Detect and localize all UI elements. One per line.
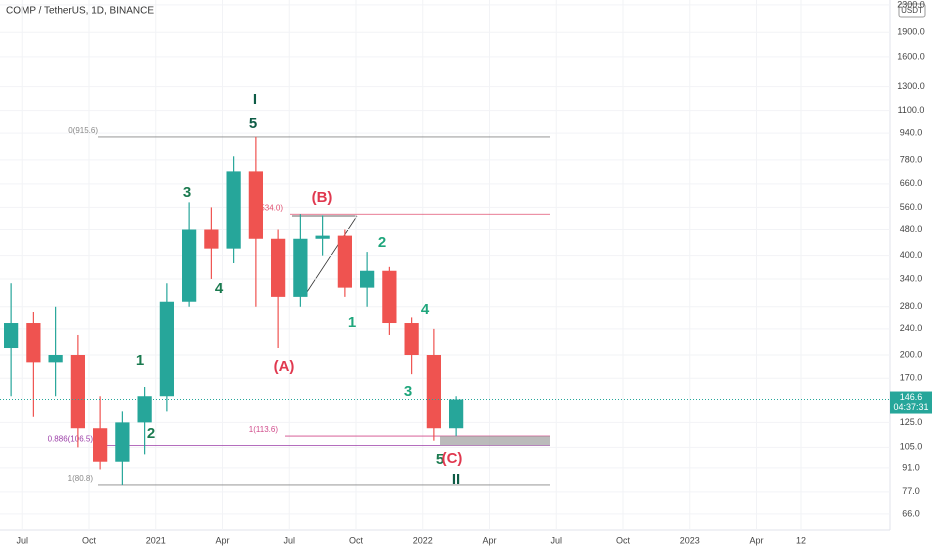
chart-title: COMP / TetherUS, 1D, BINANCE <box>6 6 154 17</box>
level-label: 1(80.8) <box>68 474 94 483</box>
candle-body <box>48 355 63 363</box>
y-tick-label: 77.0 <box>902 486 920 496</box>
currency-box <box>898 3 926 18</box>
candle-body <box>293 238 308 297</box>
candle-body <box>382 270 397 324</box>
x-tick-label: 12 <box>796 535 806 545</box>
candle-body <box>271 238 286 297</box>
level-label: 0.886(106.5) <box>48 434 94 443</box>
candle-body <box>315 235 330 239</box>
y-tick-label: 940.0 <box>900 128 923 138</box>
y-tick-label: 1900.0 <box>897 27 925 37</box>
last-price-box <box>890 391 932 414</box>
y-tick-label: 1100.0 <box>898 105 925 115</box>
wave-label: 3 <box>404 383 412 400</box>
wave-label: (B) <box>312 189 333 206</box>
y-tick-label: 66.0 <box>902 508 920 518</box>
candle-body <box>204 229 219 249</box>
candle-body <box>248 171 263 239</box>
wave-label: 5 <box>249 115 257 132</box>
currency: USDT <box>901 6 923 15</box>
candle-body <box>137 396 152 423</box>
y-tick-label: 660.0 <box>900 178 923 188</box>
x-tick-label: 2022 <box>413 535 433 545</box>
x-tick-label: Jul <box>550 535 562 545</box>
candle-body <box>159 301 174 397</box>
candle-body <box>182 229 197 302</box>
x-tick-label: Oct <box>82 535 97 545</box>
candle-body <box>4 323 19 349</box>
countdown: 04:37:31 <box>893 402 928 412</box>
candle-body <box>115 422 130 462</box>
candle-body <box>404 323 419 356</box>
candle-body <box>360 270 375 288</box>
target-zone <box>440 436 550 446</box>
y-tick-label: 1300.0 <box>897 81 925 91</box>
y-tick-label: 400.0 <box>900 250 923 260</box>
x-tick-label: 2023 <box>680 535 700 545</box>
wave-label: 4 <box>421 301 430 318</box>
y-tick-label: 91.0 <box>902 462 920 472</box>
x-tick-label: Apr <box>482 535 496 545</box>
candle-body <box>426 355 441 429</box>
y-tick-label: 480.0 <box>900 224 923 234</box>
y-tick-label: 560.0 <box>900 202 923 212</box>
candle-body <box>70 355 85 429</box>
wave-label: (C) <box>442 450 463 467</box>
y-tick-label: 780.0 <box>900 154 923 164</box>
x-tick-label: Apr <box>749 535 763 545</box>
y-tick-label: 105.0 <box>900 442 923 452</box>
x-tick-label: 2021 <box>146 535 166 545</box>
level-label: 0(915.6) <box>68 126 98 135</box>
candle-body <box>449 399 464 429</box>
wave-label: 2 <box>378 234 386 251</box>
last-price: 146.6 <box>900 392 923 402</box>
y-tick-label: 200.0 <box>900 349 923 359</box>
wave-label: 2 <box>147 425 155 442</box>
wave-label: 4 <box>215 280 224 297</box>
x-tick-label: Jul <box>16 535 28 545</box>
y-tick-label: 2300.0 <box>897 0 925 9</box>
x-tick-label: Jul <box>283 535 295 545</box>
wave-label: 1 <box>136 352 144 369</box>
wave-label: 1 <box>348 314 356 331</box>
wave-label: 5 <box>436 451 444 468</box>
candle-body <box>226 171 241 249</box>
x-tick-label: Apr <box>215 535 229 545</box>
wave-label: I <box>253 91 257 108</box>
wave-label: II <box>452 471 460 488</box>
candle-body <box>26 323 41 363</box>
x-tick-label: Oct <box>616 535 631 545</box>
y-tick-label: 280.0 <box>900 301 923 311</box>
level-label: 1(113.6) <box>249 425 279 434</box>
y-tick-label: 1600.0 <box>897 51 925 61</box>
y-tick-label: 340.0 <box>900 273 923 283</box>
y-tick-label: 240.0 <box>900 323 923 333</box>
candle-body <box>337 235 352 288</box>
y-tick-label: 170.0 <box>900 373 923 383</box>
x-tick-label: Oct <box>349 535 364 545</box>
wave-label: (A) <box>274 358 295 375</box>
y-tick-label: 125.0 <box>900 417 923 427</box>
wave-label: 3 <box>183 184 191 201</box>
candle-body <box>93 428 108 462</box>
level-label: 0(534.0) <box>253 203 283 212</box>
